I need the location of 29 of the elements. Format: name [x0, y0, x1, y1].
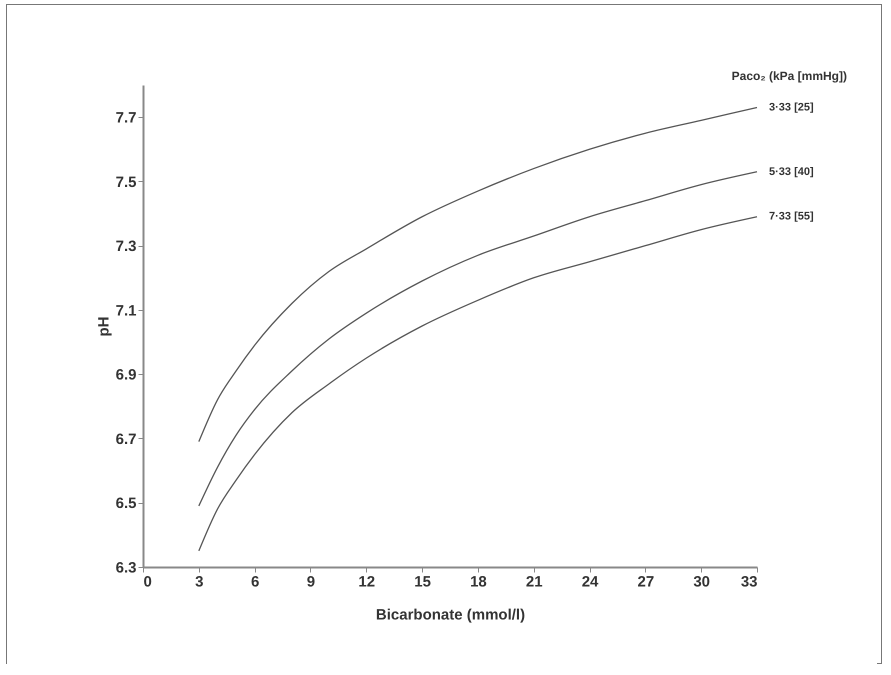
series-label: 3·33 [25] [769, 101, 814, 114]
x-tick-label: 15 [414, 574, 431, 590]
x-tick-label: 6 [250, 574, 260, 590]
y-tick-label: 7.5 [116, 174, 136, 191]
series-label: 5·33 [40] [769, 166, 814, 178]
y-tick-label: 6.9 [116, 366, 136, 384]
x-tick-label: 24 [582, 574, 600, 590]
x-tick-label: 3 [195, 574, 204, 590]
x-tick-label: 0 [144, 574, 152, 590]
y-tick-label: 6.3 [116, 560, 136, 576]
x-tick-label: 27 [638, 574, 654, 590]
line-series [198, 216, 758, 552]
series-label: 7·33 [55] [769, 210, 814, 223]
y-tick-label: 7.3 [116, 238, 136, 256]
x-tick-label: 30 [693, 574, 710, 590]
x-tick-label: 9 [306, 574, 316, 590]
x-axis-title: Bicarbonate (mmol/l) [376, 606, 526, 624]
x-tick-label: 21 [526, 574, 543, 590]
x-tick-label: 12 [358, 574, 376, 590]
line-series [198, 171, 758, 507]
line-series [198, 106, 758, 442]
x-tick-label: 18 [470, 574, 487, 590]
y-axis-title: pH [96, 316, 113, 336]
y-tick-label: 7.7 [116, 110, 136, 127]
y-tick-label: 7.1 [116, 302, 136, 320]
x-tick-label: 33 [740, 574, 758, 590]
legend-title: Paco₂ (kPa [mmHg]) [732, 69, 847, 83]
y-tick-label: 6.5 [116, 495, 136, 512]
y-tick-label: 6.7 [116, 430, 136, 448]
